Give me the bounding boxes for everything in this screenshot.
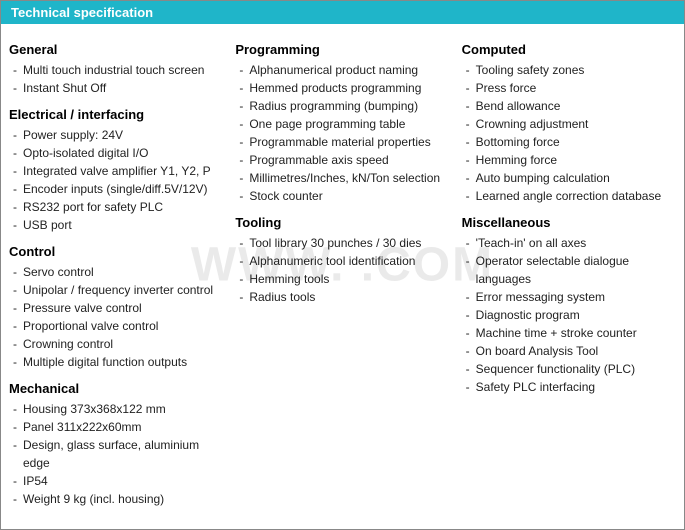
spec-item: 'Teach-in' on all axes (466, 234, 676, 252)
spec-item: Hemmed products programming (239, 79, 449, 97)
spec-item: Operator selectable dialogue languages (466, 252, 676, 288)
section-title: Miscellaneous (462, 215, 676, 230)
spec-item: IP54 (13, 472, 223, 490)
spec-item: Tool library 30 punches / 30 dies (239, 234, 449, 252)
spec-item: Proportional valve control (13, 317, 223, 335)
spec-item: Alphanumeric tool identification (239, 252, 449, 270)
spec-item: Programmable material properties (239, 133, 449, 151)
spec-item: Radius tools (239, 288, 449, 306)
spec-item: Weight 9 kg (incl. housing) (13, 490, 223, 508)
spec-item: Stock counter (239, 187, 449, 205)
spec-list: Alphanumerical product namingHemmed prod… (235, 61, 449, 205)
spec-item: Bend allowance (466, 97, 676, 115)
spec-item: Power supply: 24V (13, 126, 223, 144)
spec-list: 'Teach-in' on all axesOperator selectabl… (462, 234, 676, 396)
spec-item: Millimetres/Inches, kN/Ton selection (239, 169, 449, 187)
spec-item: Servo control (13, 263, 223, 281)
spec-item: Safety PLC interfacing (466, 378, 676, 396)
spec-item: Crowning adjustment (466, 115, 676, 133)
spec-item: Design, glass surface, aluminium edge (13, 436, 223, 472)
spec-list: Tool library 30 punches / 30 diesAlphanu… (235, 234, 449, 306)
column-3: ComputedTooling safety zonesPress forceB… (462, 34, 676, 508)
spec-item: Tooling safety zones (466, 61, 676, 79)
spec-item: Crowning control (13, 335, 223, 353)
spec-item: Instant Shut Off (13, 79, 223, 97)
spec-item: Unipolar / frequency inverter control (13, 281, 223, 299)
spec-item: Radius programming (bumping) (239, 97, 449, 115)
spec-item: Press force (466, 79, 676, 97)
spec-item: Opto-isolated digital I/O (13, 144, 223, 162)
section-title: Electrical / interfacing (9, 107, 223, 122)
spec-item: On board Analysis Tool (466, 342, 676, 360)
spec-item: Multiple digital function outputs (13, 353, 223, 371)
spec-item: One page programming table (239, 115, 449, 133)
spec-item: Hemming force (466, 151, 676, 169)
header-title: Technical specification (11, 5, 153, 20)
spec-item: USB port (13, 216, 223, 234)
column-1: General Multi touch industrial touch scre… (9, 34, 223, 508)
spec-frame: Technical specification WWW. .COM Genera… (0, 0, 685, 530)
spec-item: Alphanumerical product naming (239, 61, 449, 79)
spec-item: Sequencer functionality (PLC) (466, 360, 676, 378)
spec-item: Housing 373x368x122 mm (13, 400, 223, 418)
section-title: Computed (462, 42, 676, 57)
spec-list: Power supply: 24VOpto-isolated digital I… (9, 126, 223, 234)
spec-item: Pressure valve control (13, 299, 223, 317)
spec-item: Hemming tools (239, 270, 449, 288)
spec-list: Multi touch industrial touch screenInsta… (9, 61, 223, 97)
spec-list: Housing 373x368x122 mmPanel 311x222x60mm… (9, 400, 223, 508)
spec-list: Tooling safety zonesPress forceBend allo… (462, 61, 676, 205)
section-title: Control (9, 244, 223, 259)
section-title: General (9, 42, 223, 57)
spec-item: Bottoming force (466, 133, 676, 151)
spec-item: Learned angle correction database (466, 187, 676, 205)
spec-item: Multi touch industrial touch screen (13, 61, 223, 79)
column-2: Programming Alphanumerical product naming… (235, 34, 449, 508)
spec-item: Diagnostic program (466, 306, 676, 324)
spec-item: Error messaging system (466, 288, 676, 306)
spec-item: Auto bumping calculation (466, 169, 676, 187)
section-title: Mechanical (9, 381, 223, 396)
header-bar: Technical specification (1, 1, 684, 24)
spec-list: Servo controlUnipolar / frequency invert… (9, 263, 223, 371)
spec-item: Programmable axis speed (239, 151, 449, 169)
spec-item: Panel 311x222x60mm (13, 418, 223, 436)
columns-container: General Multi touch industrial touch scre… (1, 24, 684, 508)
section-title: Programming (235, 42, 449, 57)
spec-item: RS232 port for safety PLC (13, 198, 223, 216)
spec-item: Integrated valve amplifier Y1, Y2, P (13, 162, 223, 180)
spec-item: Encoder inputs (single/diff.5V/12V) (13, 180, 223, 198)
spec-item: Machine time + stroke counter (466, 324, 676, 342)
section-title: Tooling (235, 215, 449, 230)
